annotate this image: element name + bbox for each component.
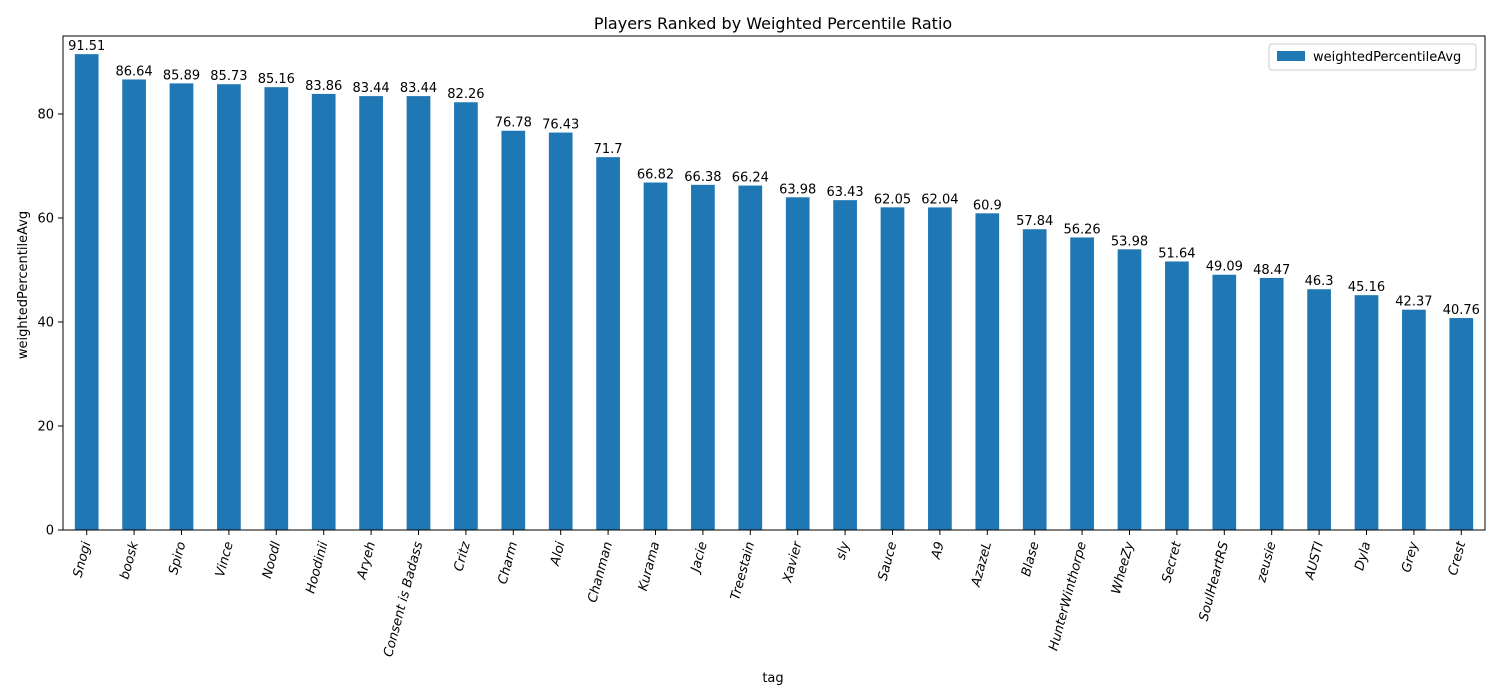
bar (264, 87, 289, 530)
bar (169, 83, 194, 530)
bar (785, 197, 810, 530)
bar (643, 182, 668, 530)
x-tick-label: Dyla (1352, 540, 1374, 572)
data-label: 83.44 (352, 81, 389, 96)
y-tick-label: 80 (37, 108, 54, 123)
data-label: 56.26 (1063, 222, 1100, 237)
data-label: 57.84 (1016, 214, 1053, 229)
data-label: 66.24 (732, 171, 769, 186)
legend-label: weightedPercentileAvg (1313, 50, 1461, 65)
x-axis-title: tag (762, 671, 783, 686)
data-label: 71.7 (594, 142, 623, 157)
data-label: 66.38 (684, 170, 721, 185)
data-label: 49.09 (1206, 260, 1243, 275)
bar (217, 84, 241, 530)
bar (975, 213, 1000, 530)
data-label: 83.44 (400, 81, 437, 96)
data-label: 82.26 (447, 87, 484, 102)
chart-title: Players Ranked by Weighted Percentile Ra… (594, 14, 952, 33)
y-axis-title: weightedPercentileAvg (16, 211, 31, 359)
bar (122, 79, 146, 531)
bar (406, 96, 431, 530)
plot-frame (62, 35, 1486, 531)
bar (501, 130, 526, 530)
bar (74, 54, 99, 530)
x-tick-label: sly (834, 540, 853, 562)
data-label: 76.43 (542, 118, 579, 133)
data-label: 91.51 (68, 39, 105, 54)
data-label: 85.89 (163, 68, 200, 83)
bar (1354, 295, 1379, 530)
data-label: 85.16 (258, 72, 295, 87)
legend: weightedPercentileAvg (1268, 43, 1477, 71)
x-tick-label: Aloi (548, 540, 569, 568)
y-tick-label: 60 (37, 212, 54, 227)
data-label: 46.3 (1305, 274, 1334, 289)
data-label: 42.37 (1395, 295, 1432, 310)
data-label: 51.64 (1158, 246, 1195, 261)
data-label: 85.73 (210, 69, 247, 84)
data-label: 45.16 (1348, 280, 1385, 295)
bar (1307, 289, 1331, 530)
data-label: 60.9 (973, 198, 1002, 213)
y-tick-label: 40 (37, 316, 54, 331)
data-label: 40.76 (1443, 303, 1480, 318)
bar (359, 96, 383, 530)
data-label: 62.05 (874, 192, 911, 207)
bar (1117, 249, 1142, 530)
data-label: 48.47 (1253, 263, 1290, 278)
data-label: 86.64 (115, 64, 152, 79)
bar (311, 93, 336, 530)
bar (691, 184, 715, 530)
data-label: 63.43 (826, 185, 863, 200)
bar (548, 132, 573, 530)
data-label: 76.78 (495, 116, 532, 131)
legend-frame (1268, 43, 1477, 71)
bar (880, 207, 905, 530)
legend-swatch (1277, 51, 1305, 61)
bar (1022, 229, 1047, 530)
bar (1259, 277, 1284, 530)
y-tick-label: 0 (46, 524, 54, 539)
bar (454, 102, 478, 531)
bar (1402, 309, 1426, 530)
y-tick-label: 20 (37, 420, 54, 435)
data-label: 83.86 (305, 79, 342, 94)
bar (1212, 274, 1237, 530)
bar (1070, 237, 1094, 530)
bar (833, 200, 857, 530)
bar (1449, 318, 1474, 530)
bar (596, 157, 620, 530)
data-label: 63.98 (779, 182, 816, 197)
bar (928, 207, 952, 530)
data-label: 53.98 (1111, 234, 1148, 249)
data-label: 66.82 (637, 168, 674, 183)
bar (738, 185, 763, 530)
bar (1165, 261, 1189, 530)
x-tick-label: A9 (929, 540, 948, 561)
data-label: 62.04 (921, 192, 958, 207)
